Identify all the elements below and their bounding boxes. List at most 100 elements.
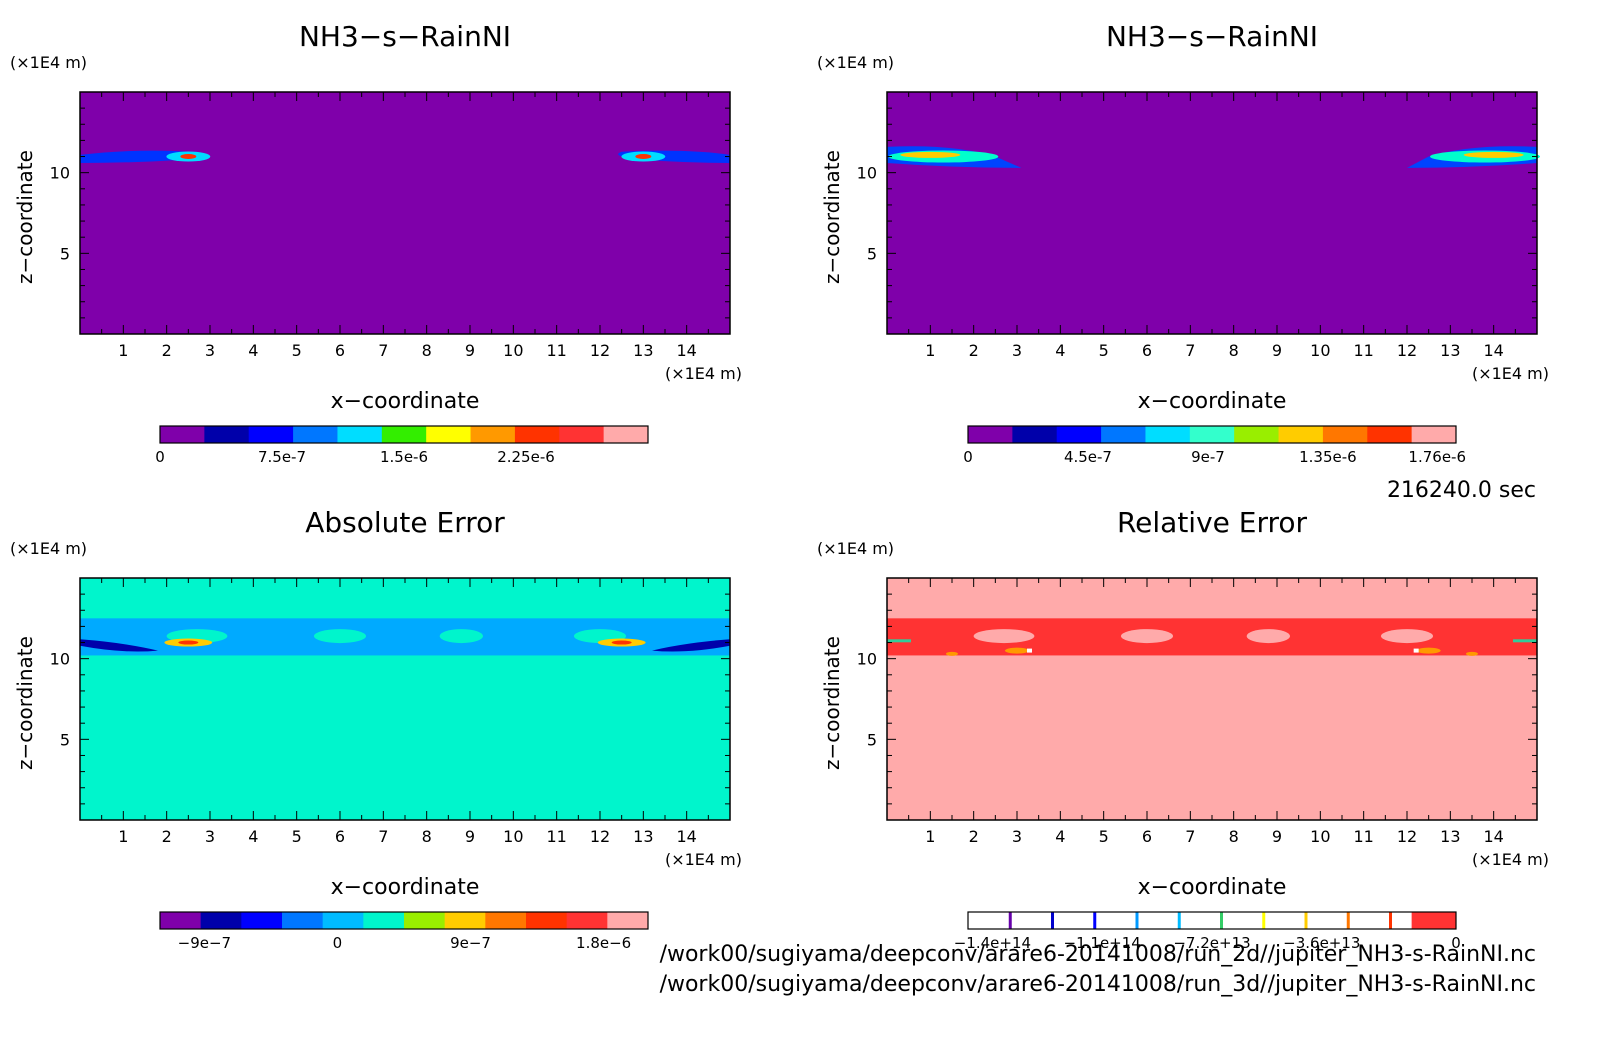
error-spot <box>887 639 911 643</box>
x-tick-label: 4 <box>248 341 258 360</box>
x-tick-label: 3 <box>1012 827 1022 846</box>
x-tick-label: 2 <box>162 827 172 846</box>
x-tick-label: 11 <box>546 341 566 360</box>
colorbar-swatch <box>470 426 516 443</box>
x-tick-label: 12 <box>1397 341 1417 360</box>
error-gap <box>1246 629 1291 644</box>
colorbar-tick-label: 2.25e-6 <box>497 448 555 466</box>
colorbar-swatch <box>1411 912 1457 929</box>
plot-area <box>887 92 1537 334</box>
colorbar-frame <box>159 911 649 930</box>
x-unit-label: (×1E4 m) <box>665 850 742 869</box>
x-tick-label: 8 <box>422 827 432 846</box>
plot-area <box>887 578 1537 820</box>
x-tick-label: 9 <box>1272 827 1282 846</box>
x-tick-label: 13 <box>633 341 653 360</box>
error-gap <box>973 629 1035 644</box>
colorbar-tick-label: −1.4e+14 <box>954 934 1031 952</box>
colorbar-swatch <box>1056 912 1102 929</box>
x-tick-label: 8 <box>422 341 432 360</box>
colorbar-swatch <box>1234 426 1280 443</box>
cloud-peak <box>900 151 961 158</box>
x-tick-label: 4 <box>1055 827 1065 846</box>
y-tick-label: 5 <box>60 244 70 263</box>
colorbar-frame <box>967 425 1457 444</box>
colorbar-swatch <box>1101 912 1146 929</box>
colorbar-swatch <box>322 912 364 929</box>
colorbar-swatch <box>1189 912 1235 929</box>
x-tick-label: 12 <box>590 827 610 846</box>
y-axis-label: z−coordinate <box>13 636 37 770</box>
colorbar-swatch <box>337 426 383 443</box>
colorbar-swatch <box>248 426 294 443</box>
x-tick-label: 2 <box>162 341 172 360</box>
colorbar-swatch <box>293 426 338 443</box>
x-tick-label: 11 <box>1353 827 1373 846</box>
x-tick-label: 3 <box>205 341 215 360</box>
colorbar-swatch <box>282 912 324 929</box>
y-tick-label: 5 <box>60 730 70 749</box>
colorbar-swatch <box>566 912 608 929</box>
x-tick-label: 1 <box>118 341 128 360</box>
y-tick-label: 10 <box>50 650 70 669</box>
colorbar-tick-label: 1.8e−6 <box>576 934 631 952</box>
colorbar-swatch <box>1278 426 1324 443</box>
colorbar-tick-label: 1.5e-6 <box>380 448 428 466</box>
colorbar-tick-label: 0 <box>963 448 973 466</box>
error-spot <box>1466 651 1478 656</box>
x-tick-label: 1 <box>925 341 935 360</box>
colorbar-swatch <box>160 912 202 929</box>
x-unit-label: (×1E4 m) <box>665 364 742 383</box>
x-tick-label: 9 <box>465 827 475 846</box>
x-tick-label: 10 <box>1310 341 1330 360</box>
cloud-peak <box>180 154 197 160</box>
error-trough <box>80 639 158 652</box>
chart-panel-3: Absolute Error(×1E4 m)1 2 3 4 5 6 7 8 9 10 11 12 13 1… <box>10 506 742 952</box>
colorbar-swatch <box>404 912 446 929</box>
colorbar-swatch <box>485 912 527 929</box>
colorbar-swatch <box>1322 912 1368 929</box>
x-tick-label: 12 <box>590 341 610 360</box>
colorbar-tick-label: 0 <box>1451 934 1461 952</box>
error-spot <box>1416 647 1441 654</box>
colorbar-swatch <box>1056 426 1102 443</box>
y-axis-label: z−coordinate <box>820 636 844 770</box>
x-tick-label: 14 <box>1483 827 1503 846</box>
colorbar-swatch <box>1367 426 1413 443</box>
error-trough <box>652 639 730 652</box>
error-gap <box>314 629 366 644</box>
x-tick-label: 7 <box>1185 827 1195 846</box>
cloud-region <box>80 150 199 163</box>
x-axis-label: x−coordinate <box>331 875 480 900</box>
colorbar-swatch <box>363 912 405 929</box>
colorbar-swatch <box>160 426 205 443</box>
y-tick-label: 10 <box>857 164 877 183</box>
colorbar-swatch <box>559 426 605 443</box>
colorbar-tick-label: −3.6e+13 <box>1283 934 1360 952</box>
error-gap <box>439 629 484 644</box>
y-tick-label: 5 <box>867 730 877 749</box>
x-tick-label: 13 <box>633 827 653 846</box>
colorbar-tick-label: 0 <box>155 448 165 466</box>
chart-title: NH3−s−RainNI <box>299 20 511 53</box>
colorbar-swatch <box>603 426 649 443</box>
chart-panel-2: NH3−s−RainNI(×1E4 m)1 2 3 4 5 6 7 8 9 10 11 12 13 145… <box>817 20 1549 466</box>
x-tick-label: 4 <box>1055 341 1065 360</box>
cloud-peak <box>635 154 652 160</box>
x-tick-label: 14 <box>676 341 696 360</box>
x-tick-label: 1 <box>118 827 128 846</box>
colorbar-tick-label: 9e-7 <box>1191 448 1225 466</box>
colorbar-swatch <box>444 912 486 929</box>
chart-title: Absolute Error <box>305 506 505 539</box>
x-tick-label: 5 <box>1099 341 1109 360</box>
colorbar-frame <box>159 425 649 444</box>
colorbar-tick-label: 9e−7 <box>450 934 491 952</box>
x-tick-label: 2 <box>969 341 979 360</box>
y-axis-label: z−coordinate <box>820 150 844 284</box>
x-axis-label: x−coordinate <box>1138 389 1287 414</box>
x-tick-label: 2 <box>969 827 979 846</box>
x-tick-label: 3 <box>205 827 215 846</box>
colorbar-swatch <box>968 912 1013 929</box>
x-tick-label: 7 <box>378 827 388 846</box>
x-tick-label: 5 <box>292 827 302 846</box>
